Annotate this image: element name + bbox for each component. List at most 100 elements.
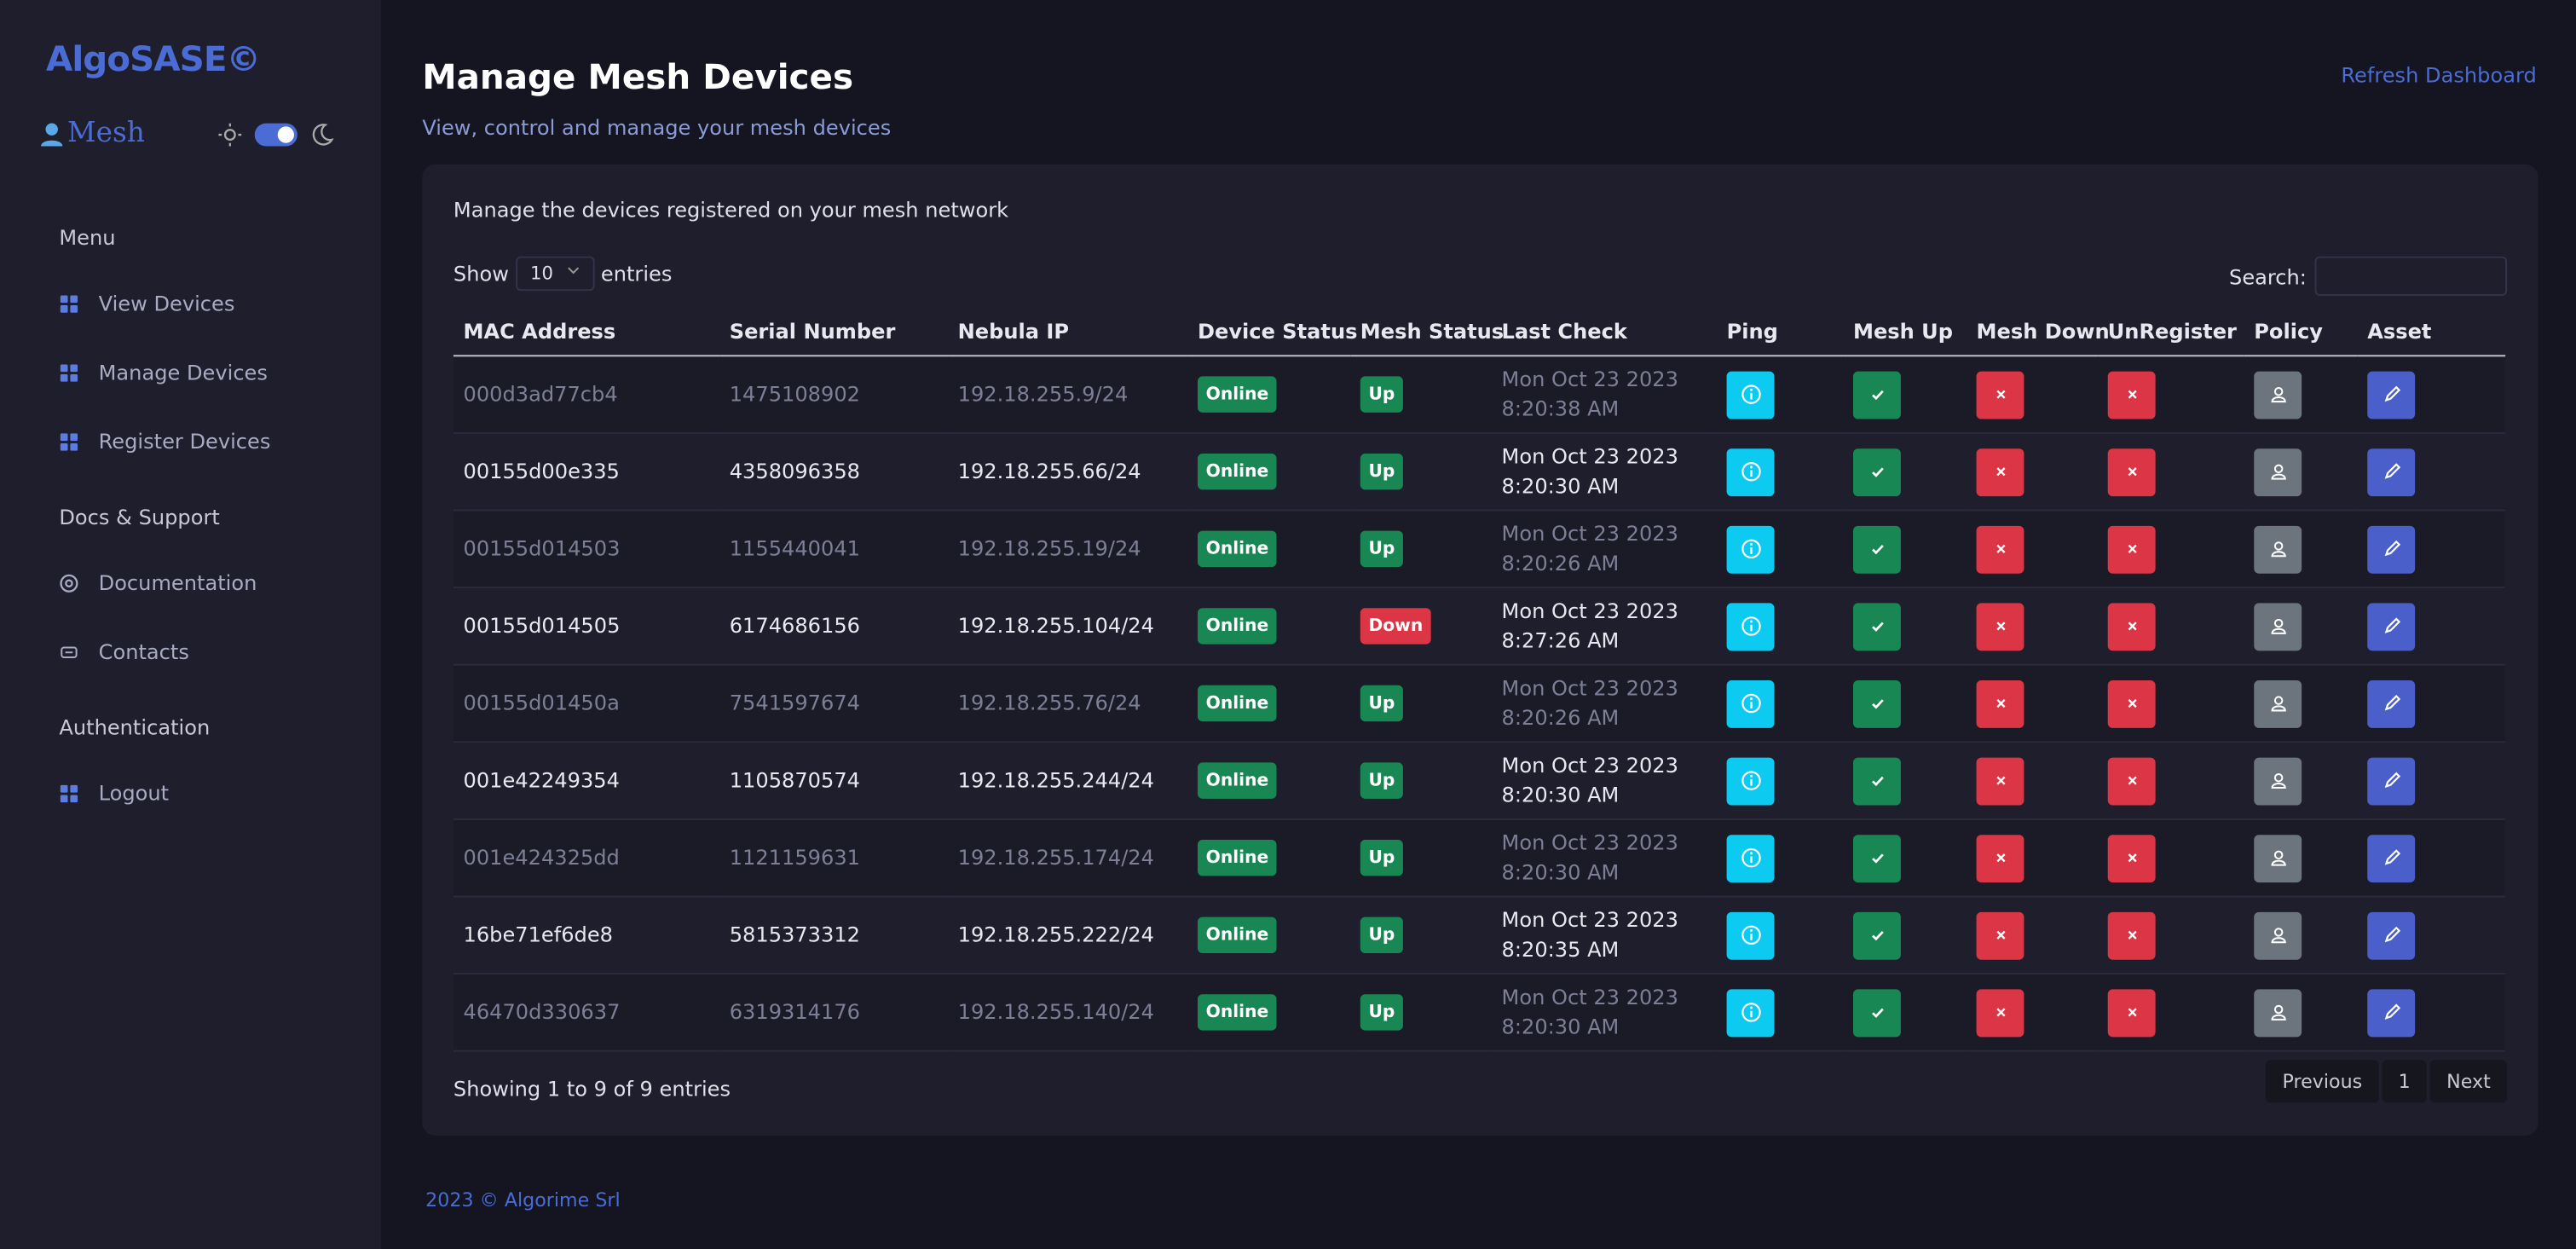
unregister-button[interactable] <box>2107 370 2156 419</box>
product-name: Mesh <box>67 116 145 150</box>
search-input[interactable] <box>2314 256 2508 296</box>
asset-button[interactable] <box>2367 911 2416 959</box>
unregister-button[interactable] <box>2107 756 2156 805</box>
nav-item[interactable]: Logout <box>59 781 169 806</box>
asset-button[interactable] <box>2367 448 2416 496</box>
asset-button[interactable] <box>2367 370 2416 419</box>
cell-text: 001e424325dd <box>463 844 620 870</box>
ping-button[interactable] <box>1726 448 1775 496</box>
button-icon-svg <box>2383 695 2400 711</box>
page-button[interactable]: Previous <box>2266 1060 2379 1103</box>
nav-item[interactable]: Register Devices <box>59 429 270 454</box>
unregister-button[interactable] <box>2107 988 2156 1037</box>
mesh-down-button[interactable] <box>1976 834 2024 882</box>
cell-text: Mon Oct 23 2023 8:20:30 AM <box>1501 830 1678 885</box>
policy-button[interactable] <box>2254 911 2302 959</box>
column-header: Last Check <box>1491 305 1718 357</box>
refresh-link[interactable]: Refresh Dashboard <box>2341 62 2537 88</box>
nav-item[interactable]: Contacts <box>59 639 189 664</box>
length-select[interactable]: 10 <box>515 256 595 292</box>
nav-item[interactable]: View Devices <box>59 291 234 315</box>
ping-button[interactable] <box>1726 524 1775 573</box>
nav-icon-svg <box>60 363 78 381</box>
asset-button[interactable] <box>2367 988 2416 1037</box>
nav-item[interactable]: Documentation <box>59 570 257 595</box>
page-button[interactable]: Next <box>2429 1060 2508 1103</box>
ping-button[interactable] <box>1726 911 1775 959</box>
policy-button[interactable] <box>2254 524 2302 573</box>
asset-button[interactable] <box>2367 834 2416 882</box>
switch[interactable] <box>254 123 297 147</box>
device-status-badge: Online <box>1198 454 1277 490</box>
mesh-up-button[interactable] <box>1852 756 1901 805</box>
asset-button[interactable] <box>2367 602 2416 651</box>
unregister-button[interactable] <box>2107 834 2156 882</box>
mesh-down-button[interactable] <box>1976 911 2024 959</box>
action-cell <box>1717 818 1844 898</box>
mesh-up-button[interactable] <box>1852 911 1901 959</box>
cell: 192.18.255.222/24 <box>948 896 1188 975</box>
unregister-button[interactable] <box>2107 679 2156 727</box>
button-icon <box>1739 923 1762 946</box>
button-icon-svg <box>2270 773 2285 789</box>
ping-button[interactable] <box>1726 834 1775 882</box>
unregister-button[interactable] <box>2107 524 2156 573</box>
mesh-up-button[interactable] <box>1852 370 1901 419</box>
nav-icon-svg <box>60 573 78 592</box>
mesh-up-button[interactable] <box>1852 524 1901 573</box>
device-row: 001e42249354 1105870574 192.18.255.244/24 O… <box>453 742 2506 820</box>
ping-button[interactable] <box>1726 602 1775 651</box>
mesh-up-button[interactable] <box>1852 679 1901 727</box>
unregister-button[interactable] <box>2107 448 2156 496</box>
mesh-up-button[interactable] <box>1852 834 1901 882</box>
action-cell <box>2357 818 2506 898</box>
button-icon-svg <box>1871 390 1883 401</box>
policy-button[interactable] <box>2254 602 2302 651</box>
mesh-down-button[interactable] <box>1976 988 2024 1037</box>
action-cell <box>1717 356 1844 434</box>
asset-button[interactable] <box>2367 756 2416 805</box>
mesh-up-button[interactable] <box>1852 988 1901 1037</box>
unregister-button[interactable] <box>2107 911 2156 959</box>
policy-button[interactable] <box>2254 756 2302 805</box>
policy-button[interactable] <box>2254 448 2302 496</box>
search-label: Search: <box>2229 263 2307 289</box>
cell: 00155d014505 <box>453 587 720 666</box>
button-icon <box>1865 537 1888 560</box>
ping-button[interactable] <box>1726 679 1775 727</box>
action-cell <box>2098 587 2244 666</box>
unregister-button[interactable] <box>2107 602 2156 651</box>
nav-item[interactable]: Manage Devices <box>59 360 268 385</box>
cell-text: Mon Oct 23 2023 8:20:26 AM <box>1501 675 1678 730</box>
column-header: Ping <box>1717 305 1844 357</box>
mesh-down-button[interactable] <box>1976 679 2024 727</box>
asset-button[interactable] <box>2367 524 2416 573</box>
button-icon-svg <box>1996 390 2005 399</box>
cell: Online <box>1187 587 1351 666</box>
mesh-down-button[interactable] <box>1976 756 2024 805</box>
cell-text: Mon Oct 23 2023 8:27:26 AM <box>1501 598 1678 653</box>
action-cell <box>2357 356 2506 434</box>
policy-button[interactable] <box>2254 988 2302 1037</box>
mesh-down-button[interactable] <box>1976 602 2024 651</box>
cell: Mon Oct 23 2023 8:27:26 AM <box>1491 587 1718 666</box>
action-cell <box>1717 432 1844 512</box>
ping-button[interactable] <box>1726 756 1775 805</box>
policy-button[interactable] <box>2254 679 2302 727</box>
theme-toggle[interactable] <box>218 123 334 147</box>
mesh-down-button[interactable] <box>1976 370 2024 419</box>
page-button[interactable]: 1 <box>2382 1060 2428 1103</box>
button-icon <box>2267 537 2290 560</box>
mesh-down-button[interactable] <box>1976 448 2024 496</box>
policy-button[interactable] <box>2254 834 2302 882</box>
nav-label: View Devices <box>98 291 235 316</box>
mesh-up-button[interactable] <box>1852 602 1901 651</box>
ping-button[interactable] <box>1726 370 1775 419</box>
mesh-down-button[interactable] <box>1976 524 2024 573</box>
cell: 4358096358 <box>719 432 949 512</box>
ping-button[interactable] <box>1726 988 1775 1037</box>
mesh-up-button[interactable] <box>1852 448 1901 496</box>
policy-button[interactable] <box>2254 370 2302 419</box>
asset-button[interactable] <box>2367 679 2416 727</box>
